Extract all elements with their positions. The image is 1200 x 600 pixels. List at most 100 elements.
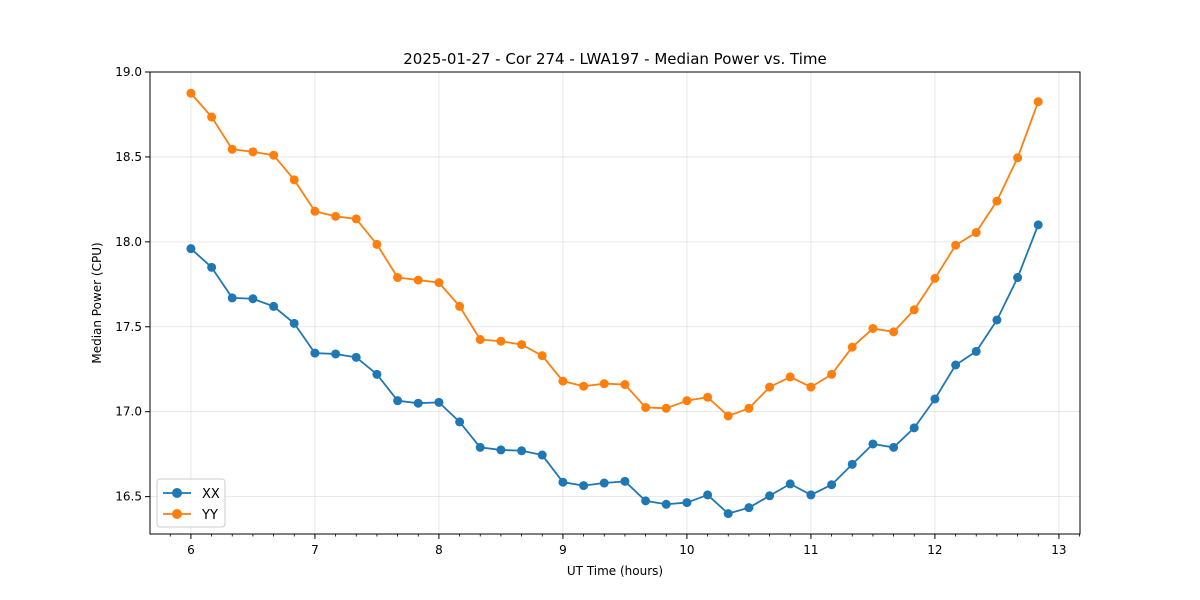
data-point-xx xyxy=(971,346,981,356)
data-point-xx xyxy=(744,503,754,513)
legend-label-xx: XX xyxy=(202,487,220,502)
data-point-xx xyxy=(207,262,217,272)
data-point-xx xyxy=(847,459,857,469)
data-point-yy xyxy=(475,335,485,345)
data-point-xx xyxy=(289,318,299,328)
data-point-yy xyxy=(599,379,609,389)
data-point-xx xyxy=(227,293,237,303)
data-point-xx xyxy=(1013,273,1023,283)
y-axis: 16.5 17.0 17.5 18.0 18.5 19.0 xyxy=(115,65,150,504)
data-point-yy xyxy=(806,382,816,392)
data-point-yy xyxy=(227,144,237,154)
x-tick-label: 9 xyxy=(559,543,567,557)
data-point-yy xyxy=(372,239,382,249)
data-point-yy xyxy=(703,392,713,402)
data-point-yy xyxy=(310,206,320,216)
data-point-xx xyxy=(455,417,465,427)
data-point-yy xyxy=(889,327,899,337)
x-axis-label: UT Time (hours) xyxy=(567,564,663,578)
y-tick-label: 18.5 xyxy=(115,150,142,164)
data-point-xx xyxy=(620,476,630,486)
data-point-yy xyxy=(723,411,733,421)
data-point-xx xyxy=(723,509,733,519)
y-tick-label: 18.0 xyxy=(115,235,142,249)
data-point-xx xyxy=(351,352,361,362)
data-point-xx xyxy=(413,398,423,408)
data-point-xx xyxy=(868,439,878,449)
data-point-yy xyxy=(930,273,940,283)
legend-label-yy: YY xyxy=(201,508,218,523)
y-tick-label: 17.0 xyxy=(115,405,142,419)
data-point-yy xyxy=(413,275,423,285)
series-layer xyxy=(186,88,1043,519)
series-xx xyxy=(186,220,1043,519)
data-point-xx xyxy=(703,490,713,500)
data-point-yy xyxy=(517,340,527,350)
data-point-xx xyxy=(641,496,651,506)
data-point-yy xyxy=(847,342,857,352)
data-point-xx xyxy=(269,301,279,311)
data-point-xx xyxy=(393,396,403,406)
data-point-yy xyxy=(455,301,465,311)
x-tick-label: 10 xyxy=(679,543,694,557)
data-point-yy xyxy=(951,240,961,250)
data-point-yy xyxy=(909,305,919,315)
data-point-xx xyxy=(537,450,547,460)
data-point-yy xyxy=(537,351,547,361)
legend-marker-yy xyxy=(172,509,182,519)
data-point-yy xyxy=(351,214,361,224)
y-tick-label: 16.5 xyxy=(115,490,142,504)
data-point-xx xyxy=(992,315,1002,325)
data-point-yy xyxy=(682,396,692,406)
data-point-xx xyxy=(579,481,589,491)
data-point-yy xyxy=(269,150,279,160)
series-line-yy xyxy=(190,92,1040,417)
data-point-xx xyxy=(1033,220,1043,230)
data-point-yy xyxy=(1013,153,1023,163)
data-point-xx xyxy=(951,360,961,370)
data-point-yy xyxy=(744,403,754,413)
y-tick-label: 19.0 xyxy=(115,65,142,79)
data-point-yy xyxy=(661,403,671,413)
data-point-xx xyxy=(682,498,692,508)
data-point-xx xyxy=(661,499,671,509)
data-point-yy xyxy=(1033,97,1043,107)
data-point-yy xyxy=(971,228,981,238)
x-axis: 6 7 8 9 10 11 12 13 xyxy=(169,534,1080,557)
data-point-yy xyxy=(620,380,630,390)
series-line-xx xyxy=(190,224,1040,515)
grid xyxy=(150,71,1080,534)
data-point-xx xyxy=(310,348,320,358)
data-point-yy xyxy=(248,147,258,157)
data-point-xx xyxy=(331,349,341,359)
data-point-yy xyxy=(289,175,299,185)
data-point-yy xyxy=(496,336,506,346)
data-point-yy xyxy=(207,112,217,122)
data-point-xx xyxy=(434,397,444,407)
x-tick-label: 8 xyxy=(435,543,443,557)
data-point-yy xyxy=(186,88,196,98)
x-tick-label: 6 xyxy=(187,543,195,557)
series-yy xyxy=(186,88,1043,421)
data-point-xx xyxy=(827,480,837,490)
data-point-yy xyxy=(641,402,651,412)
data-point-xx xyxy=(599,478,609,488)
y-tick-label: 17.5 xyxy=(115,320,142,334)
data-point-yy xyxy=(434,278,444,288)
plot-frame xyxy=(149,71,1081,535)
data-point-xx xyxy=(475,442,485,452)
data-point-xx xyxy=(765,491,775,501)
x-tick-label: 11 xyxy=(803,543,818,557)
legend-marker-xx xyxy=(172,488,182,498)
data-point-xx xyxy=(909,423,919,433)
data-point-yy xyxy=(992,196,1002,206)
data-point-xx xyxy=(186,244,196,254)
data-point-xx xyxy=(785,479,795,489)
data-point-yy xyxy=(827,369,837,379)
data-point-yy xyxy=(579,381,589,391)
x-tick-label: 13 xyxy=(1051,543,1066,557)
data-point-xx xyxy=(517,446,527,456)
y-axis-label: Median Power (CPU) xyxy=(90,242,104,363)
data-point-xx xyxy=(806,490,816,500)
